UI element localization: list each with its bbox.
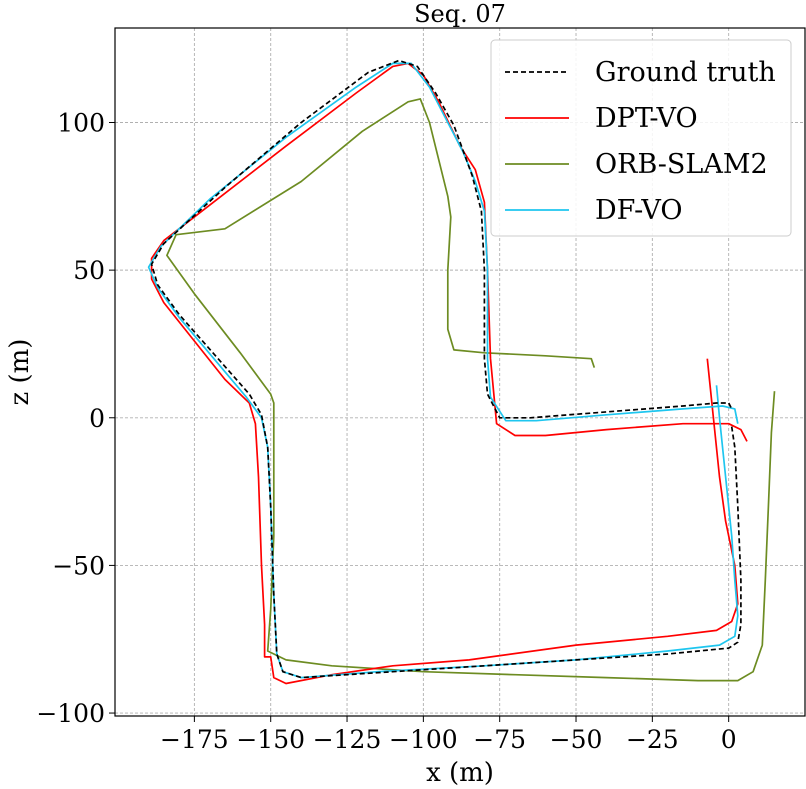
y-tick-label: 50 [73, 256, 105, 285]
plot-frame [114, 27, 806, 717]
x-tick-label: −150 [236, 725, 305, 754]
x-tick-label: −175 [160, 725, 229, 754]
x-tick-label: −25 [626, 725, 679, 754]
legend-label: Ground truth [595, 57, 776, 88]
legend-box [490, 39, 792, 237]
y-tick-label: −50 [52, 551, 105, 580]
series-line-df-vo [147, 62, 739, 679]
series-line-orb-slam2 [166, 98, 776, 682]
legend-item: ORB-SLAM2 [505, 149, 768, 180]
y-tick-label: −100 [36, 699, 105, 728]
x-tick-label: −75 [473, 725, 526, 754]
series-lines [147, 59, 776, 685]
y-axis-label: z (m) [5, 339, 35, 406]
series-line-dpt-vo [150, 62, 748, 685]
x-tick-label: 0 [721, 725, 737, 754]
x-axis-label: x (m) [426, 758, 494, 788]
series-line-ground-truth [150, 59, 742, 679]
legend-label: ORB-SLAM2 [595, 149, 768, 180]
x-tick-label: −50 [550, 725, 603, 754]
legend-item: DPT-VO [505, 103, 698, 134]
legend-item: DF-VO [505, 195, 683, 226]
y-tick-label: 100 [57, 108, 105, 137]
legend-label: DF-VO [595, 195, 683, 226]
y-tick-label: 0 [89, 404, 105, 433]
x-tick-label: −125 [313, 725, 382, 754]
legend: Ground truth DPT-VO ORB-SLAM2 DF-VO [490, 39, 792, 237]
chart-title: Seq. 07 [414, 0, 506, 28]
legend-item: Ground truth [505, 57, 776, 88]
x-tick-label: −100 [389, 725, 458, 754]
grid [115, 28, 805, 716]
legend-label: DPT-VO [595, 103, 698, 134]
